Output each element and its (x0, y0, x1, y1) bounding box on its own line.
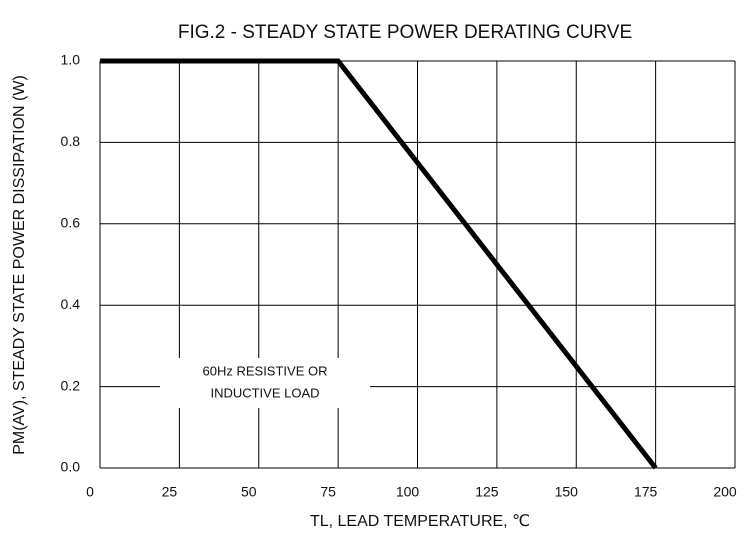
y-tick-label: 1.0 (61, 52, 81, 68)
annotation: INDUCTIVE LOAD (210, 385, 319, 400)
y-tick-label: 0.0 (61, 459, 81, 475)
x-tick-label: 200 (713, 484, 737, 500)
x-tick-label: 150 (555, 484, 579, 500)
y-tick-label: 0.2 (61, 377, 81, 393)
y-tick-label: 0.4 (61, 296, 81, 312)
y-tick-label: 0.6 (61, 215, 81, 231)
y-tick-label: 0.8 (61, 133, 81, 149)
x-tick-label: 125 (475, 484, 499, 500)
x-tick-label: 100 (396, 484, 420, 500)
x-tick-label: 50 (241, 484, 257, 500)
x-tick-label: 175 (634, 484, 658, 500)
chart-title: FIG.2 - STEADY STATE POWER DERATING CURV… (178, 22, 632, 43)
x-tick-label: 75 (320, 484, 336, 500)
x-axis-label: TL, LEAD TEMPERATURE, ℃ (310, 513, 530, 530)
curve (100, 58, 658, 470)
x-tick-label: 25 (162, 484, 178, 500)
y-axis-label: PM(AV), STEADY STATE POWER DISSIPATION (… (11, 75, 28, 455)
annotation-box (160, 358, 370, 408)
annotation: 60Hz RESISTIVE OR (203, 363, 328, 378)
x-tick-label: 0 (86, 484, 94, 500)
